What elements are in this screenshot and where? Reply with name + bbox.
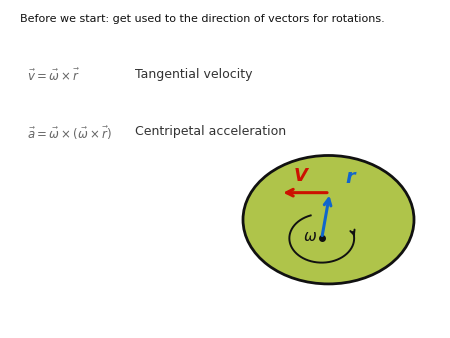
Text: Before we start: get used to the direction of vectors for rotations.: Before we start: get used to the directi… — [20, 14, 385, 24]
Text: $\omega$: $\omega$ — [303, 230, 317, 244]
Text: Tangential velocity: Tangential velocity — [135, 68, 252, 80]
Circle shape — [243, 155, 414, 284]
Text: $\vec{v} = \vec{\omega} \times \vec{r}$: $\vec{v} = \vec{\omega} \times \vec{r}$ — [27, 68, 80, 83]
Text: $\vec{a} = \vec{\omega} \times (\vec{\omega} \times \vec{r})$: $\vec{a} = \vec{\omega} \times (\vec{\om… — [27, 125, 112, 142]
Text: r: r — [345, 168, 355, 187]
Text: Centripetal acceleration: Centripetal acceleration — [135, 125, 286, 138]
Text: V: V — [294, 167, 307, 185]
